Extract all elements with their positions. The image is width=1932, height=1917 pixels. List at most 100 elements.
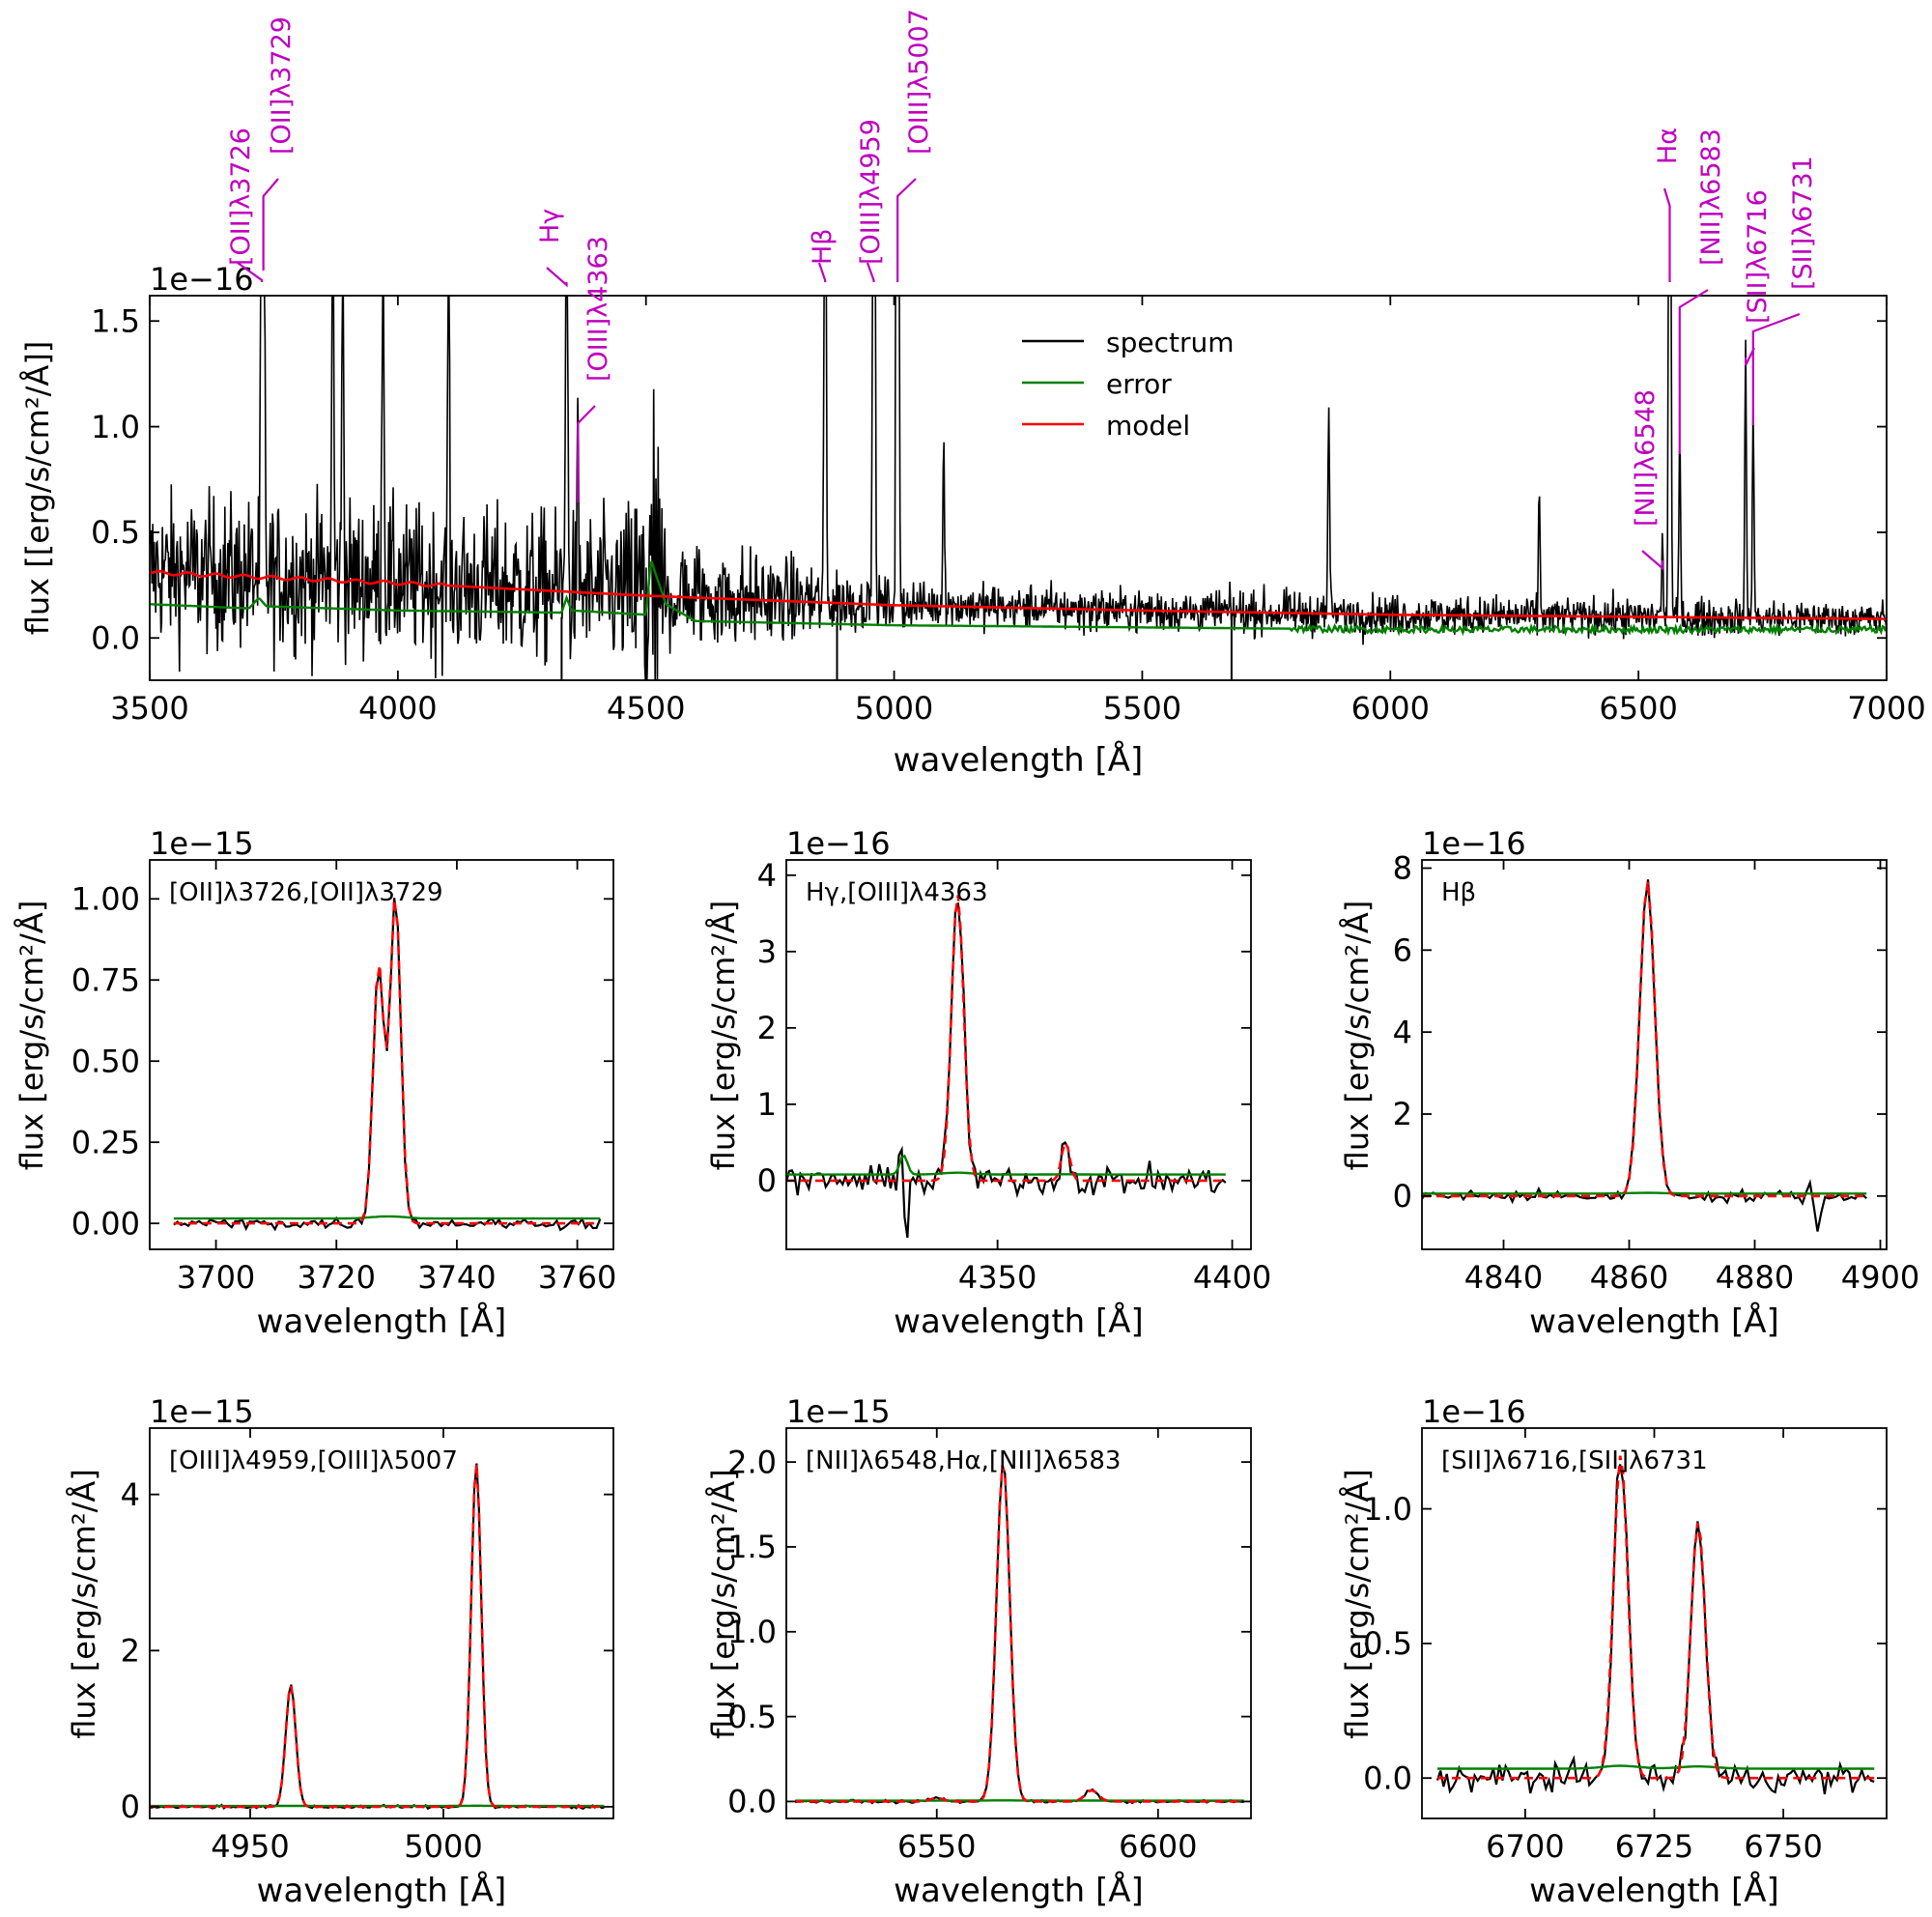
- panel-1-title: [OII]λ3726,[OII]λ3729: [169, 878, 443, 907]
- panel-4-xtick-label: 4950: [211, 1828, 289, 1865]
- line-label: [OIII]λ4959: [856, 119, 886, 265]
- panel-1-xtick-label: 3760: [538, 1259, 616, 1296]
- panel-6-plot-area: [1435, 1455, 1875, 1795]
- panel-2-frame: [785, 859, 1252, 1250]
- panel-3-xtick-label: 4900: [1841, 1259, 1919, 1296]
- panel-5-ytick-label: 2.0: [727, 1444, 777, 1480]
- top-xtick-label: 6500: [1599, 690, 1677, 727]
- panel-5-ytick-label: 0.0: [727, 1784, 777, 1820]
- panel-1-xlabel: wavelength [Å]: [257, 1302, 507, 1341]
- legend-label-model: model: [1106, 410, 1190, 442]
- panel-1-ytick-label: 0.00: [71, 1205, 140, 1242]
- panel-3-plot-area: [1422, 879, 1867, 1232]
- panel-2-xlabel: wavelength [Å]: [894, 1302, 1144, 1341]
- panel-1-spectrum-line: [173, 898, 602, 1232]
- top-xtick-label: 3500: [110, 690, 188, 727]
- panel-4-plot-area: [150, 1463, 605, 1811]
- panel-4-axes: 4950 5000 0 2 4: [121, 1427, 614, 1865]
- panel-3-title: Hβ: [1441, 878, 1476, 907]
- top-ylabel: flux [[erg/s/cm²/Å]]: [19, 341, 56, 636]
- line-label: [NII]λ6583: [1696, 129, 1726, 266]
- model-line: [150, 569, 1887, 620]
- line-label: Hβ: [808, 228, 838, 265]
- panel-4-ylabel: flux [erg/s/cm²/Å]: [66, 1469, 102, 1739]
- line-label: [OII]λ3729: [267, 16, 297, 155]
- line-marker: [896, 178, 917, 282]
- top-frame: [149, 295, 1888, 681]
- panel-6-xtick-label: 6750: [1744, 1828, 1822, 1865]
- panel-5-ytick-label: 1.0: [727, 1614, 777, 1650]
- panel-5-axes: 6550 6600 0.0 0.5 1.0 1.5 2.0: [727, 1427, 1252, 1865]
- panel-3-xtick-label: 4860: [1590, 1259, 1668, 1296]
- panel-2-ytick-label: 1: [757, 1086, 777, 1123]
- panel-1-xtick-label: 3740: [417, 1259, 496, 1296]
- panel-6-title: [SII]λ6716,[SII]λ6731: [1441, 1446, 1708, 1475]
- panel-4-ytick-label: 2: [121, 1632, 140, 1669]
- panel-2-offset-text: 1e−16: [786, 825, 891, 862]
- panel-1-ytick-label: 0.50: [71, 1043, 140, 1079]
- panel-6-ytick-label: 0.0: [1363, 1760, 1412, 1796]
- panel-3-xtick-label: 4880: [1716, 1259, 1794, 1296]
- panel-2-ytick-label: 4: [757, 857, 777, 894]
- panel-3-xtick-label: 4840: [1464, 1259, 1543, 1296]
- line-marker: [1745, 347, 1755, 366]
- legend-label-error: error: [1106, 368, 1172, 400]
- panel-2-model-line: [786, 895, 1226, 1183]
- top-ytick-label: 1.5: [91, 302, 140, 339]
- line-marker: [546, 267, 568, 288]
- panel-1-axes: 3700 3720 3740 3760 0.00 0.25 0.50 0.75 1.00: [71, 859, 616, 1296]
- panel-1-ytick-label: 0.75: [71, 961, 140, 998]
- panel-6-frame: [1421, 1427, 1888, 1819]
- panel-3-offset-text: 1e−16: [1422, 825, 1526, 862]
- panel-5-frame: [785, 1427, 1252, 1819]
- line-label: [NII]λ6548: [1631, 389, 1661, 527]
- panel-4-xlabel: wavelength [Å]: [257, 1871, 507, 1910]
- panel-6-axes: 6700 6725 6750 0.0 0.5 1.0: [1363, 1427, 1888, 1865]
- panel-1-model-line: [173, 899, 601, 1225]
- line-label: [OIII]λ5007: [904, 9, 934, 155]
- panel-4-spectrum-line: [150, 1463, 605, 1811]
- line-marker: [1678, 289, 1709, 454]
- panel-5-title: [NII]λ6548,Hα,[NII]λ6583: [806, 1446, 1121, 1475]
- panel-3-model-line: [1422, 881, 1867, 1198]
- panel-5-ytick-label: 0.5: [727, 1699, 777, 1735]
- panel-4-xtick-label: 5000: [404, 1828, 482, 1865]
- line-marker: [262, 178, 279, 271]
- panel-2-ytick-label: 2: [757, 1010, 777, 1046]
- panel-6-model-line: [1437, 1455, 1875, 1780]
- panel-2-spectrum-line: [786, 901, 1227, 1239]
- panel-1-xtick-label: 3700: [177, 1259, 255, 1296]
- panel-1-ytick-label: 0.25: [71, 1124, 140, 1160]
- panel-5-plot-area: [795, 1464, 1244, 1805]
- top-axes: 3500 4000 4500 5000 5500 6000 6500 7000 0.0 0.5 1.…: [91, 295, 1926, 727]
- panel-3-frame: [1421, 859, 1888, 1250]
- line-marker: [1662, 187, 1671, 282]
- top-xtick-label: 4500: [607, 690, 685, 727]
- panel-6-error-line: [1437, 1764, 1875, 1770]
- panel-2-plot-area: [786, 895, 1227, 1239]
- panel-6-xtick-label: 6700: [1486, 1828, 1564, 1865]
- panel-2-ytick-label: 3: [757, 933, 777, 970]
- top-offset-text: 1e−16: [150, 261, 254, 298]
- top-plot-area: [150, 296, 1887, 680]
- panel-6-ytick-label: 1.0: [1363, 1491, 1412, 1528]
- line-label: [OIII]λ4363: [583, 236, 613, 382]
- panel-3-xlabel: wavelength [Å]: [1529, 1302, 1779, 1341]
- panel-2-title: Hγ,[OIII]λ4363: [806, 878, 988, 907]
- panel-4-offset-text: 1e−15: [150, 1393, 254, 1430]
- line-marker: [1751, 312, 1801, 425]
- panel-1-ytick-label: 1.00: [71, 881, 140, 918]
- top-ytick-label: 0.0: [91, 619, 140, 656]
- panel-6-xlabel: wavelength [Å]: [1529, 1871, 1779, 1910]
- line-label: Hα: [1653, 128, 1683, 164]
- panel-3-ytick-label: 6: [1393, 932, 1412, 969]
- panel-1-offset-text: 1e−15: [150, 825, 254, 862]
- top-xtick-label: 5500: [1103, 690, 1181, 727]
- panel-2-xtick-label: 4350: [958, 1259, 1037, 1296]
- legend-label-spectrum: spectrum: [1106, 327, 1235, 358]
- panel-3-ytick-label: 8: [1393, 850, 1412, 887]
- top-xtick-label: 7000: [1847, 690, 1925, 727]
- spectrum-line: [150, 296, 1887, 680]
- panel-5-xlabel: wavelength [Å]: [894, 1871, 1144, 1910]
- line-marker: [1641, 550, 1663, 571]
